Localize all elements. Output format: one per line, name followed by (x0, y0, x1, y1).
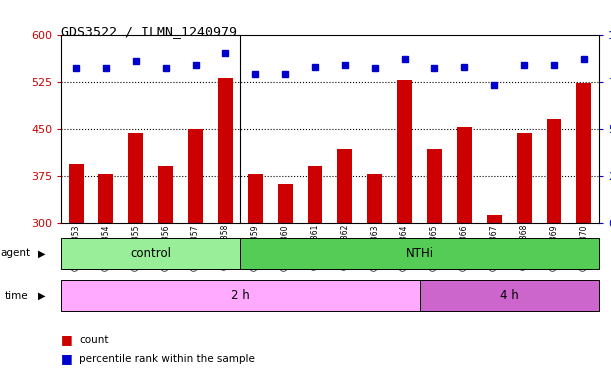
Bar (218, 78, 233, 384)
Bar (277, 184, 293, 384)
Bar (158, 166, 173, 384)
Text: agent: agent (1, 248, 31, 258)
Text: count: count (79, 335, 109, 345)
Bar (576, 83, 591, 384)
Bar (240, 238, 599, 269)
Bar (487, 215, 502, 384)
Bar (397, 80, 412, 384)
Text: 2 h: 2 h (231, 289, 250, 302)
Bar (128, 133, 143, 384)
Bar (546, 119, 562, 384)
Bar (61, 280, 420, 311)
Bar (98, 174, 114, 384)
Text: ▶: ▶ (38, 248, 45, 258)
Text: ▶: ▶ (38, 291, 45, 301)
Bar (457, 127, 472, 384)
Bar (188, 129, 203, 384)
Bar (517, 133, 532, 384)
Bar (367, 174, 382, 384)
Bar (420, 280, 599, 311)
Bar (427, 149, 442, 384)
Bar (307, 166, 323, 384)
Text: time: time (4, 291, 28, 301)
Bar (68, 164, 84, 384)
Text: GDS3522 / ILMN_1240979: GDS3522 / ILMN_1240979 (61, 25, 237, 38)
Text: percentile rank within the sample: percentile rank within the sample (79, 354, 255, 364)
Text: NTHi: NTHi (406, 247, 434, 260)
Bar (61, 238, 240, 269)
Text: ■: ■ (61, 333, 73, 346)
Text: control: control (130, 247, 171, 260)
Bar (337, 149, 353, 384)
Text: 4 h: 4 h (500, 289, 519, 302)
Text: ■: ■ (61, 353, 73, 366)
Bar (248, 174, 263, 384)
